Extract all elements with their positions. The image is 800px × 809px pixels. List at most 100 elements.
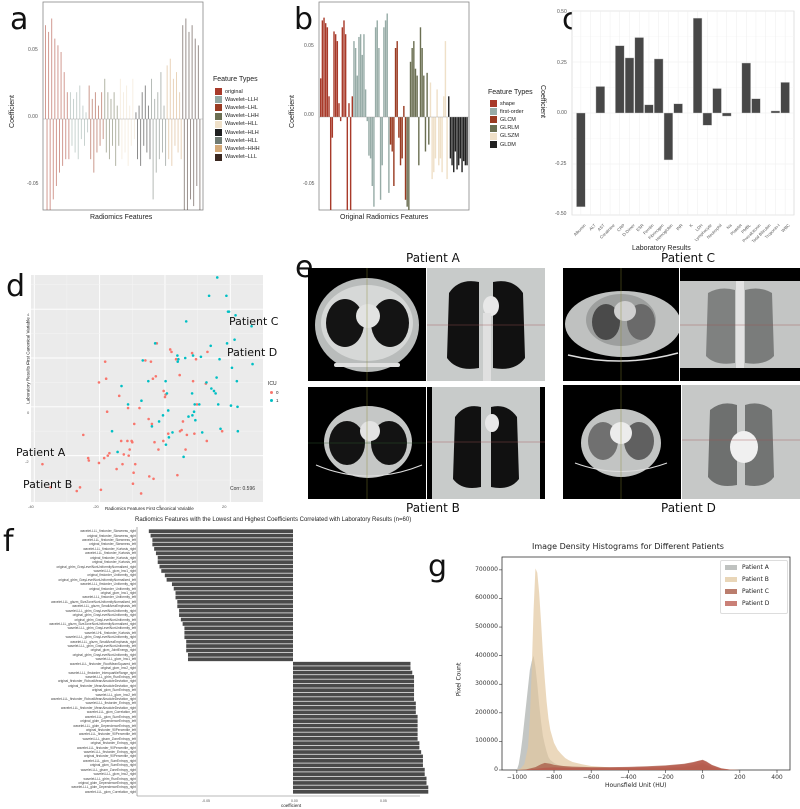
panel-b-ylabel: Coefficient xyxy=(288,95,296,128)
panel-f-category-label: original_firstorder_90Percentile_left xyxy=(85,727,136,732)
panel-f-category-label: wavelet-LLL_firstorder_MeanAbsoluteDevia… xyxy=(61,705,136,710)
legend-label: GLSZM xyxy=(500,133,519,140)
panel-a-ytick: 0.05 xyxy=(28,47,38,53)
panel-f-category-label: wavelet-LLL_glcm_SumEntropy_left xyxy=(84,714,136,719)
legend-item: Wavelet–HLL xyxy=(215,120,258,128)
panel-b-ytick: 0.05 xyxy=(304,43,314,49)
legend-swatch xyxy=(725,577,737,582)
panel-f-category-label: wavelet-LLL_gldm_DependenceEntropy_right xyxy=(71,785,136,790)
panel-f-category-label: original_firstorder_Entropy_right xyxy=(90,741,136,746)
panel-g-xtick: −800 xyxy=(545,774,563,781)
panel-b-xlabel: Original Radiomics Features xyxy=(340,214,429,221)
legend-swatch xyxy=(725,589,737,594)
panel-f-category-label: wavelet-LLL_firstorder_RootMeanSquared_l… xyxy=(69,661,136,666)
panel-b: b Coefficient 0.05 0.00 -0.05 Original R… xyxy=(288,0,540,225)
panel-f-category-label: wavelet-LLL_glcm_SumEntropy_right xyxy=(83,758,136,763)
panel-f-category-label: wavelet-LLL_firstorder_Skewness_right xyxy=(80,529,136,534)
panel-g-title: Image Density Histograms for Different P… xyxy=(532,542,724,551)
legend-dot xyxy=(270,399,273,402)
panel-d-xtick: 20 xyxy=(222,504,227,509)
patient-c-ct-axial xyxy=(563,268,679,381)
legend-item: Wavelet–LLH xyxy=(215,96,258,104)
legend-item: original xyxy=(215,88,243,95)
legend-label: Wavelet–LLH xyxy=(225,96,258,103)
legend-label: first-order xyxy=(500,108,524,115)
legend-item: Patient C xyxy=(725,588,769,595)
panel-g-xtick: −400 xyxy=(620,774,637,781)
panel-d-plot xyxy=(31,275,263,502)
legend-label: Wavelet–LHH xyxy=(225,113,259,120)
legend-item: Patient D xyxy=(725,600,769,607)
panel-g-legend: Patient A Patient B Patient C Patient D xyxy=(720,560,788,614)
panel-f-category-label: wavelet-LLL_glrlm_GrayLevelNonUniformity… xyxy=(65,608,136,613)
panel-f-category-label: wavelet-LLL_glszm_SizeZoneNonUniformityN… xyxy=(51,599,136,604)
legend-label: shape xyxy=(500,100,515,107)
legend-swatch xyxy=(490,100,497,107)
legend-label: Patient B xyxy=(742,576,769,583)
legend-swatch xyxy=(215,120,222,128)
legend-item: 0 xyxy=(270,390,279,395)
legend-swatch xyxy=(215,112,222,120)
legend-item: Wavelet–LLL xyxy=(215,153,257,161)
panel-f-category-label: wavelet-LLL_glszm_SizeZoneNonUniformityN… xyxy=(49,621,136,626)
legend-label: Wavelet–HHH xyxy=(225,145,260,152)
legend-label: Patient A xyxy=(742,564,769,571)
panel-f-category-label: wavelet-LLL_firstorder_Uniformity_right xyxy=(80,582,136,587)
panel-f-category-label: wavelet-LLL_glszm_SmallAreaEmphasis_righ… xyxy=(70,639,136,644)
legend-swatch xyxy=(215,104,222,112)
panel-f-category-label: wavelet-LLL_glszm_SmallAreaEmphasis_left xyxy=(72,604,136,609)
legend-item: GLSZM xyxy=(490,132,519,140)
patient-c-annotation: Patient C xyxy=(229,315,279,328)
legend-label: Patient C xyxy=(742,588,769,595)
panel-g-label: g xyxy=(428,549,448,584)
legend-swatch xyxy=(490,116,497,124)
panel-f-category-label: wavelet-LLL_glrlm_GrayLevelNonUniformity… xyxy=(67,644,136,649)
panel-g-ytick: 200000 xyxy=(475,708,498,716)
panel-f-category-label: wavelet-LLL_firstorder_InterquartileRang… xyxy=(68,670,136,675)
panel-a: a Coefficient 0.05 0.00 -0.05 Radiomics … xyxy=(0,0,290,225)
panel-f-xtick: 0.00 xyxy=(291,799,298,803)
panel-f-category-label: original_glrlm_GrayLevelNonUniformity_ri… xyxy=(72,613,136,618)
legend-label: GLRLM xyxy=(500,125,519,132)
panel-c-ytick: -0.50 xyxy=(555,211,567,217)
patient-a-title: Patient A xyxy=(406,251,460,265)
panel-f-category-label: wavelet-LLL_glrlm_RunEntropy_left xyxy=(85,674,137,679)
panel-a-ylabel: Coefficient xyxy=(8,95,16,128)
panel-f-category-label: wavelet-LLL_glcm_Imc1_right xyxy=(93,568,136,573)
panel-d-legend-title: ICU xyxy=(268,381,277,387)
panel-f-category-label: original_firstorder_Uniformity_right xyxy=(87,573,136,578)
legend-item: first-order xyxy=(490,108,524,116)
panel-f-category-label: wavelet-LLL_firstorder_Kurtosis_left xyxy=(85,551,136,556)
panel-f-category-label: original_glrlm_GrayLevelNonUniformityNor… xyxy=(56,564,136,569)
legend-swatch xyxy=(490,108,497,116)
patient-b-ct-coronal xyxy=(427,387,545,499)
legend-swatch xyxy=(215,137,222,145)
legend-item: shape xyxy=(490,100,515,107)
panel-f-category-label: original_gldm_DependenceEntropy_right xyxy=(78,780,136,785)
panel-g-ytick: 700000 xyxy=(475,565,498,573)
patient-d-ct-coronal xyxy=(682,385,800,499)
panel-b-ytick: -0.05 xyxy=(303,181,315,187)
legend-label: Wavelet–LHL xyxy=(225,104,258,111)
legend-swatch xyxy=(725,601,737,606)
panel-f-category-label: original_firstorder_Uniformity_left xyxy=(89,586,136,591)
panel-f-category-label: original_firstorder_Kurtosis_left xyxy=(92,560,136,565)
panel-f-category-label: original_firstorder_MeanAbsoluteDeviatio… xyxy=(67,683,136,688)
panel-c-xlabel: Laboratory Results xyxy=(632,245,691,252)
panel-f-xtick: -0.05 xyxy=(202,799,210,803)
panel-f-category-label: original_firstorder_Kurtosis_right xyxy=(90,555,136,560)
legend-item: 1 xyxy=(270,398,279,403)
patient-d-ct-axial xyxy=(563,385,681,499)
panel-f-category-label: wavelet-LLL_glcm_Imc2_left xyxy=(95,692,136,697)
panel-g-ytick: 500000 xyxy=(475,623,498,631)
panel-f-category-label: wavelet-LLL_glrlm_GrayLevelNonUniformity… xyxy=(65,635,136,640)
panel-f-category-label: wavelet-LLL_firstorder_Skewness_left xyxy=(82,538,136,543)
patient-a-ct-coronal xyxy=(427,268,545,381)
panel-g: g Image Density Histograms for Different… xyxy=(420,530,800,809)
panel-d-label: d xyxy=(6,269,26,304)
legend-swatch xyxy=(215,88,222,95)
panel-c-ytick: 0.00 xyxy=(557,110,567,116)
panel-f-category-label: original_glcm_Imc1_right xyxy=(100,591,136,596)
legend-label: Wavelet–HLL xyxy=(225,121,258,128)
